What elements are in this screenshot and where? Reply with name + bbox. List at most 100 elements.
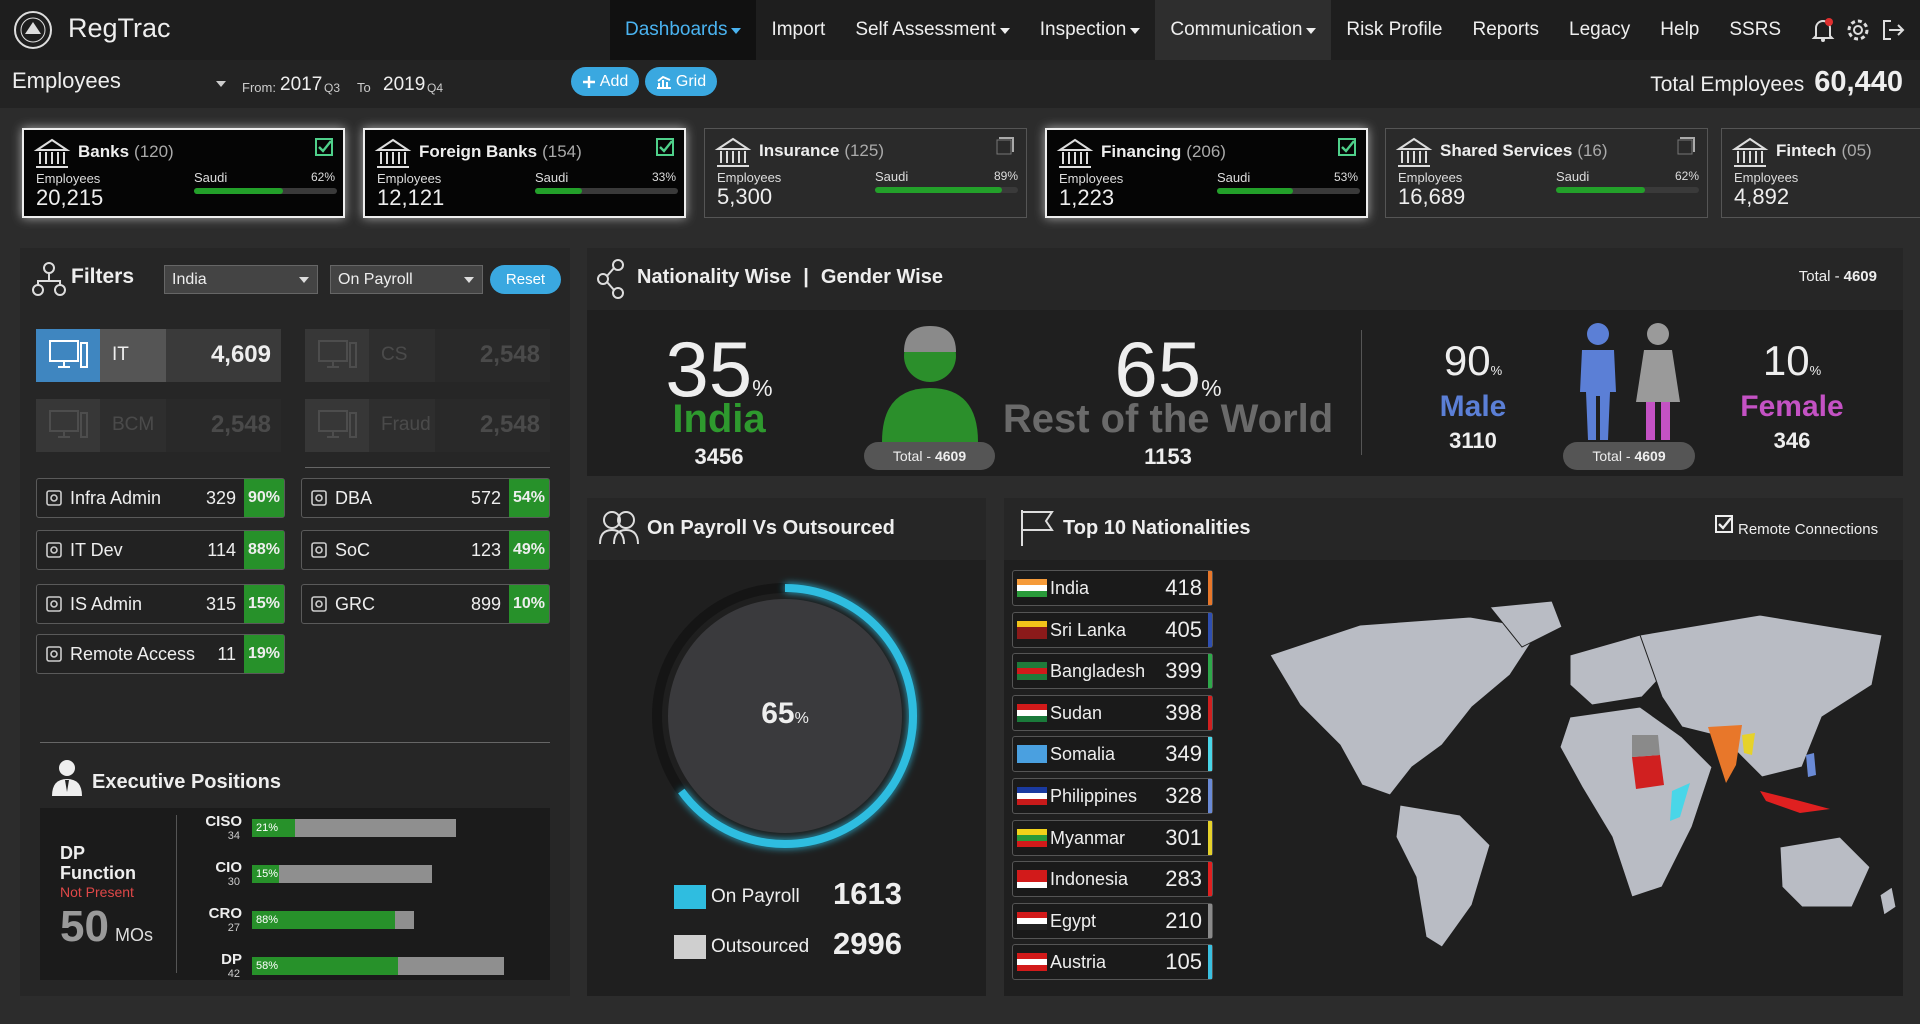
add-button[interactable]: Add: [571, 67, 639, 96]
nationality-row[interactable]: Myanmar 301: [1012, 819, 1213, 856]
nationality-row[interactable]: Egypt 210: [1012, 902, 1213, 939]
total-label: Total -: [1798, 268, 1840, 285]
item-icon: [311, 490, 327, 506]
country-flag: [1017, 579, 1047, 597]
executive-title: Executive Positions: [92, 771, 281, 793]
icon-part: [54, 284, 66, 296]
filter-item[interactable]: GRC 899 10%: [301, 584, 550, 624]
menu-label: Reports: [1472, 19, 1539, 40]
tile-icon-bg: [36, 399, 100, 452]
employees-label: Employees: [717, 170, 782, 185]
sector-card[interactable]: Insurance (125) Employees 5,300 Saudi 89%: [704, 128, 1027, 218]
country-flag: [1017, 953, 1047, 972]
menu-item[interactable]: Risk Profile: [1331, 0, 1457, 60]
sector-card[interactable]: Financing (206) Employees 1,223 Saudi 53%: [1045, 128, 1368, 218]
sector-card[interactable]: Shared Services (16) Employees 16,689 Saudi 6…: [1385, 128, 1708, 218]
notifications-icon[interactable]: [1811, 18, 1835, 42]
menu-item[interactable]: Help: [1645, 0, 1714, 60]
nationality-row[interactable]: India 418: [1012, 570, 1213, 606]
category-tile[interactable]: BCM 2,548: [36, 399, 281, 452]
filter-item[interactable]: IS Admin 315 15%: [36, 584, 285, 624]
menu-item[interactable]: Reports: [1457, 0, 1554, 60]
icon-part: [50, 600, 58, 608]
filter-item[interactable]: SoC 123 49%: [301, 530, 550, 570]
icon-part: [1017, 840, 1047, 847]
legend-value: 1613: [833, 876, 902, 911]
donut-label: 65%: [685, 697, 885, 731]
icon-part: [311, 596, 327, 612]
map-land: [1639, 614, 1883, 778]
employees-value: 5,300: [717, 184, 773, 209]
filter-item[interactable]: IT Dev 114 88%: [36, 530, 285, 570]
tile-value: 4,609: [210, 341, 271, 368]
menu-label: SSRS: [1729, 19, 1782, 40]
tile-label: IT: [112, 344, 129, 365]
view-select[interactable]: Employees: [12, 68, 121, 93]
category-tile[interactable]: Fraud 2,548: [305, 399, 550, 452]
menu-item[interactable]: Self Assessment: [840, 0, 1024, 60]
icon-part: [58, 361, 70, 368]
filter-item[interactable]: DBA 572 54%: [301, 478, 550, 518]
menu-item[interactable]: Legacy: [1554, 0, 1645, 60]
sector-card[interactable]: Foreign Banks (154) Employees 12,121 Saudi 33…: [363, 128, 686, 218]
icon-part: [1017, 757, 1047, 764]
country-name: Egypt: [1050, 910, 1097, 931]
icon-part: [1017, 787, 1047, 793]
sector-card[interactable]: Fintech (05) Employees 4,892: [1721, 128, 1920, 218]
payroll-icon: [599, 511, 639, 545]
menu-item[interactable]: Dashboards: [610, 0, 757, 60]
icon-part: [49, 410, 88, 438]
settings-icon[interactable]: [1846, 18, 1870, 42]
icon-part: [1017, 703, 1047, 710]
employees-value: 4,892: [1734, 184, 1790, 209]
nationality-row[interactable]: Somalia 349: [1012, 736, 1213, 773]
menu-item[interactable]: Inspection: [1025, 0, 1156, 60]
tile-label: BCM: [112, 414, 155, 435]
sector-card[interactable]: Banks (120) Employees 20,215 Saudi 62%: [22, 128, 345, 218]
checkbox-checked: [656, 138, 674, 156]
map-highlight: [1760, 791, 1830, 813]
menu-item[interactable]: Communication: [1155, 0, 1332, 60]
nationality-row[interactable]: Austria 105: [1012, 944, 1213, 981]
icon-part: [1017, 959, 1047, 966]
executive-icon: [52, 760, 82, 796]
item-pct: 15%: [244, 585, 284, 623]
category-tile[interactable]: CS 2,548: [305, 329, 550, 382]
pct-value: 90: [1443, 337, 1491, 384]
country-accent: [1208, 695, 1212, 730]
icon-part: [46, 646, 62, 662]
reset-button[interactable]: Reset: [490, 265, 561, 294]
checkbox-checked[interactable]: [1715, 515, 1733, 533]
category-tile[interactable]: IT 4,609: [36, 329, 281, 382]
dropdown[interactable]: On Payroll: [330, 265, 483, 294]
dropdown[interactable]: India: [164, 265, 318, 294]
card-count: (154): [542, 142, 582, 161]
icon-part: [1341, 140, 1355, 153]
menu-label: Help: [1660, 19, 1700, 40]
nationality-row[interactable]: Sudan 398: [1012, 694, 1213, 731]
icon-part: [1680, 137, 1695, 152]
nationality-row[interactable]: Philippines 328: [1012, 778, 1213, 814]
title: Nationality Wise: [637, 266, 792, 288]
grid-button[interactable]: Grid: [645, 67, 717, 96]
logout-icon[interactable]: [1881, 18, 1905, 42]
menu-item[interactable]: SSRS: [1714, 0, 1796, 60]
card-count: (125): [844, 141, 884, 160]
filter-item[interactable]: Infra Admin 329 90%: [36, 478, 285, 518]
employees-label: Employees: [1059, 171, 1124, 186]
filter-item[interactable]: Remote Access 11 19%: [36, 634, 285, 674]
icon-part: [46, 490, 62, 506]
icon-part: [374, 138, 412, 151]
nationality-row[interactable]: Indonesia 283: [1012, 861, 1213, 898]
icon-part: [599, 528, 639, 545]
nationality-row[interactable]: Bangladesh 399: [1012, 653, 1213, 690]
country-accent: [1208, 945, 1212, 980]
stat-name: India: [672, 397, 766, 441]
nationality-row[interactable]: Sri Lanka 405: [1012, 611, 1213, 648]
menu-item[interactable]: Import: [756, 0, 840, 60]
icon-part: [318, 410, 348, 432]
employees-label: Employees: [1734, 170, 1799, 185]
icon-part: [1853, 25, 1863, 35]
menu-label: Communication: [1170, 19, 1303, 40]
icon-part: [32, 262, 66, 296]
